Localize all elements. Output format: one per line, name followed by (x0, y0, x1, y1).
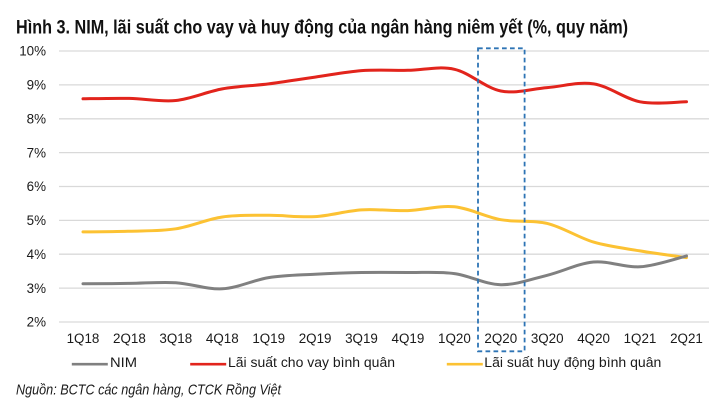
svg-text:4Q18: 4Q18 (206, 331, 239, 346)
svg-text:5%: 5% (27, 213, 46, 228)
svg-text:1Q20: 1Q20 (438, 331, 471, 346)
svg-text:NIM: NIM (110, 355, 137, 370)
svg-text:2Q21: 2Q21 (670, 331, 703, 346)
svg-text:4Q19: 4Q19 (392, 331, 425, 346)
svg-text:3%: 3% (27, 281, 46, 296)
svg-text:2Q18: 2Q18 (113, 331, 146, 346)
svg-text:4%: 4% (27, 247, 46, 262)
svg-text:2Q19: 2Q19 (299, 331, 332, 346)
svg-text:1Q21: 1Q21 (624, 331, 657, 346)
svg-text:Lãi suất huy động bình quân: Lãi suất huy động bình quân (484, 355, 661, 370)
svg-text:2%: 2% (27, 315, 46, 330)
svg-text:7%: 7% (27, 145, 46, 160)
svg-text:3Q19: 3Q19 (345, 331, 378, 346)
svg-text:Nguồn: BCTC các ngân hàng, CTC: Nguồn: BCTC các ngân hàng, CTCK Rồng Việ… (16, 382, 282, 399)
svg-text:10%: 10% (19, 44, 46, 59)
svg-text:Hình 3. NIM, lãi suất cho vay: Hình 3. NIM, lãi suất cho vay và huy độn… (16, 18, 628, 39)
svg-text:2Q20: 2Q20 (484, 331, 517, 346)
svg-text:4Q20: 4Q20 (577, 331, 610, 346)
svg-text:6%: 6% (27, 179, 46, 194)
svg-text:3Q18: 3Q18 (159, 331, 192, 346)
svg-text:3Q20: 3Q20 (531, 331, 564, 346)
svg-text:Lãi suất cho vay bình quân: Lãi suất cho vay bình quân (228, 355, 395, 370)
svg-text:1Q19: 1Q19 (252, 331, 285, 346)
svg-text:9%: 9% (27, 78, 46, 93)
svg-text:8%: 8% (27, 112, 46, 127)
svg-text:1Q18: 1Q18 (67, 331, 100, 346)
